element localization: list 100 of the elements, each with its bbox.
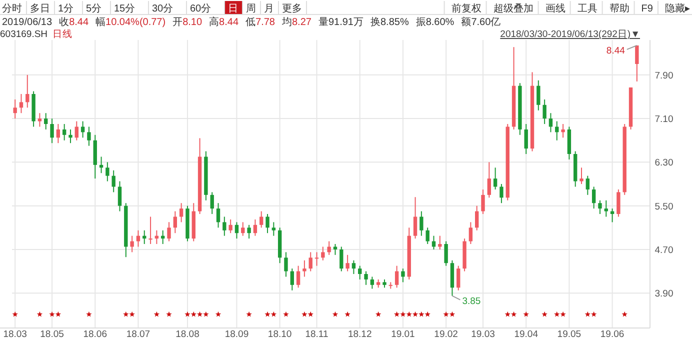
x-tick-label: 19.03 [471, 329, 495, 340]
candlestick [314, 252, 319, 266]
y-tick-label: 7.90 [654, 70, 674, 82]
candlestick [487, 162, 492, 198]
candlestick [118, 180, 122, 212]
chart-title: 603169.SH [0, 29, 48, 40]
candlestick [210, 192, 214, 214]
x-tick-label: 18.11 [305, 329, 328, 340]
candlestick [222, 216, 226, 236]
candlestick [444, 240, 448, 266]
text: 工具 [577, 4, 598, 14]
candlestick [493, 167, 498, 190]
candlestick [456, 265, 460, 291]
candlestick [586, 175, 590, 196]
candlestick [592, 186, 596, 210]
x-tick-label: 18.09 [224, 329, 249, 340]
candlestick [26, 74, 30, 108]
candlestick [321, 246, 325, 261]
text: 60分 [190, 2, 212, 14]
text: 低7.78 [246, 17, 276, 28]
annotation: 8.44 [606, 45, 625, 56]
x-tick-label: 18.08 [176, 329, 200, 340]
text: 日 [228, 4, 238, 14]
candlestick [308, 252, 312, 272]
x-tick-label: 19.05 [557, 329, 582, 340]
candlestick [500, 184, 504, 204]
candlestick [179, 202, 184, 223]
text: 额7.60亿 [461, 16, 501, 28]
y-tick-label: 3.90 [654, 288, 674, 300]
x-tick-label: 19.04 [514, 329, 538, 340]
text: 1分 [58, 2, 74, 14]
candlestick [44, 112, 48, 130]
candlestick [481, 188, 485, 214]
candlestick [394, 265, 399, 288]
x-tick-label: 18.10 [268, 329, 292, 340]
text: 更多 [282, 2, 302, 14]
candlestick [426, 227, 430, 244]
candlestick [136, 230, 140, 248]
candlestick [536, 80, 540, 111]
candlestick [346, 254, 350, 272]
candlestick [228, 218, 232, 234]
candlestick [598, 200, 602, 214]
candlestick [604, 200, 608, 218]
candlestick [302, 260, 306, 278]
text: 画线 [545, 2, 566, 14]
text: 均8.27 [280, 16, 312, 28]
candlestick [474, 205, 479, 231]
text: 开8.10 [172, 17, 202, 28]
x-tick-label: 18.12 [348, 329, 372, 340]
text: F9 [641, 4, 654, 14]
candlestick [370, 276, 374, 290]
text: 前复权 [451, 2, 482, 14]
text: 30分 [152, 2, 174, 14]
candlestick [548, 112, 553, 133]
x-tick-label: 19.02 [434, 329, 458, 340]
text: 超级叠加 [493, 2, 534, 14]
chart-subtitle: 日线 [52, 28, 73, 40]
candlestick [420, 210, 424, 236]
candlestick [364, 270, 368, 286]
text: 多日 [30, 2, 50, 14]
candlestick [74, 120, 78, 141]
candlestick [87, 126, 91, 146]
candlestick [413, 196, 418, 240]
annotation: 3.85 [462, 296, 481, 307]
candlestick [352, 260, 356, 274]
text: 幅10.04%(0.77) [96, 16, 166, 28]
text: 换8.85% [370, 16, 409, 28]
y-tick-label: 4.70 [654, 244, 674, 256]
x-tick-label: 18.06 [83, 329, 108, 340]
candlestick [468, 222, 473, 244]
candlestick [561, 124, 565, 138]
candlestick [290, 268, 294, 291]
y-tick-label: 7.10 [654, 114, 674, 126]
candlestick [167, 222, 171, 242]
text: 高8.44 [209, 16, 239, 28]
x-tick-label: 18.07 [126, 329, 150, 340]
candlestick [241, 222, 245, 236]
text: 2018/03/30-2019/06/13(292日)▼ [500, 29, 640, 40]
candlestick [580, 167, 584, 184]
text: 隐藏▸ [664, 2, 690, 14]
y-tick-label: 5.50 [654, 201, 674, 212]
candlestick [284, 252, 288, 278]
candlestick [148, 216, 152, 244]
text: 周 [246, 4, 256, 14]
x-tick-label: 18.03 [3, 329, 27, 340]
candlestick [296, 265, 300, 288]
text: 月 [264, 4, 274, 14]
candlestick [524, 124, 528, 154]
candlestick [50, 118, 54, 144]
x-tick-label: 19.06 [600, 329, 624, 340]
candlestick [216, 202, 220, 228]
candlestick [112, 170, 116, 193]
candlestick [266, 214, 270, 234]
candlestick [19, 94, 24, 114]
candlestick [68, 128, 72, 144]
candlestick [106, 162, 110, 182]
text: 收8.44 [59, 17, 89, 28]
candlestick [173, 210, 178, 234]
candlestick [234, 222, 239, 240]
candlestick [401, 268, 405, 283]
